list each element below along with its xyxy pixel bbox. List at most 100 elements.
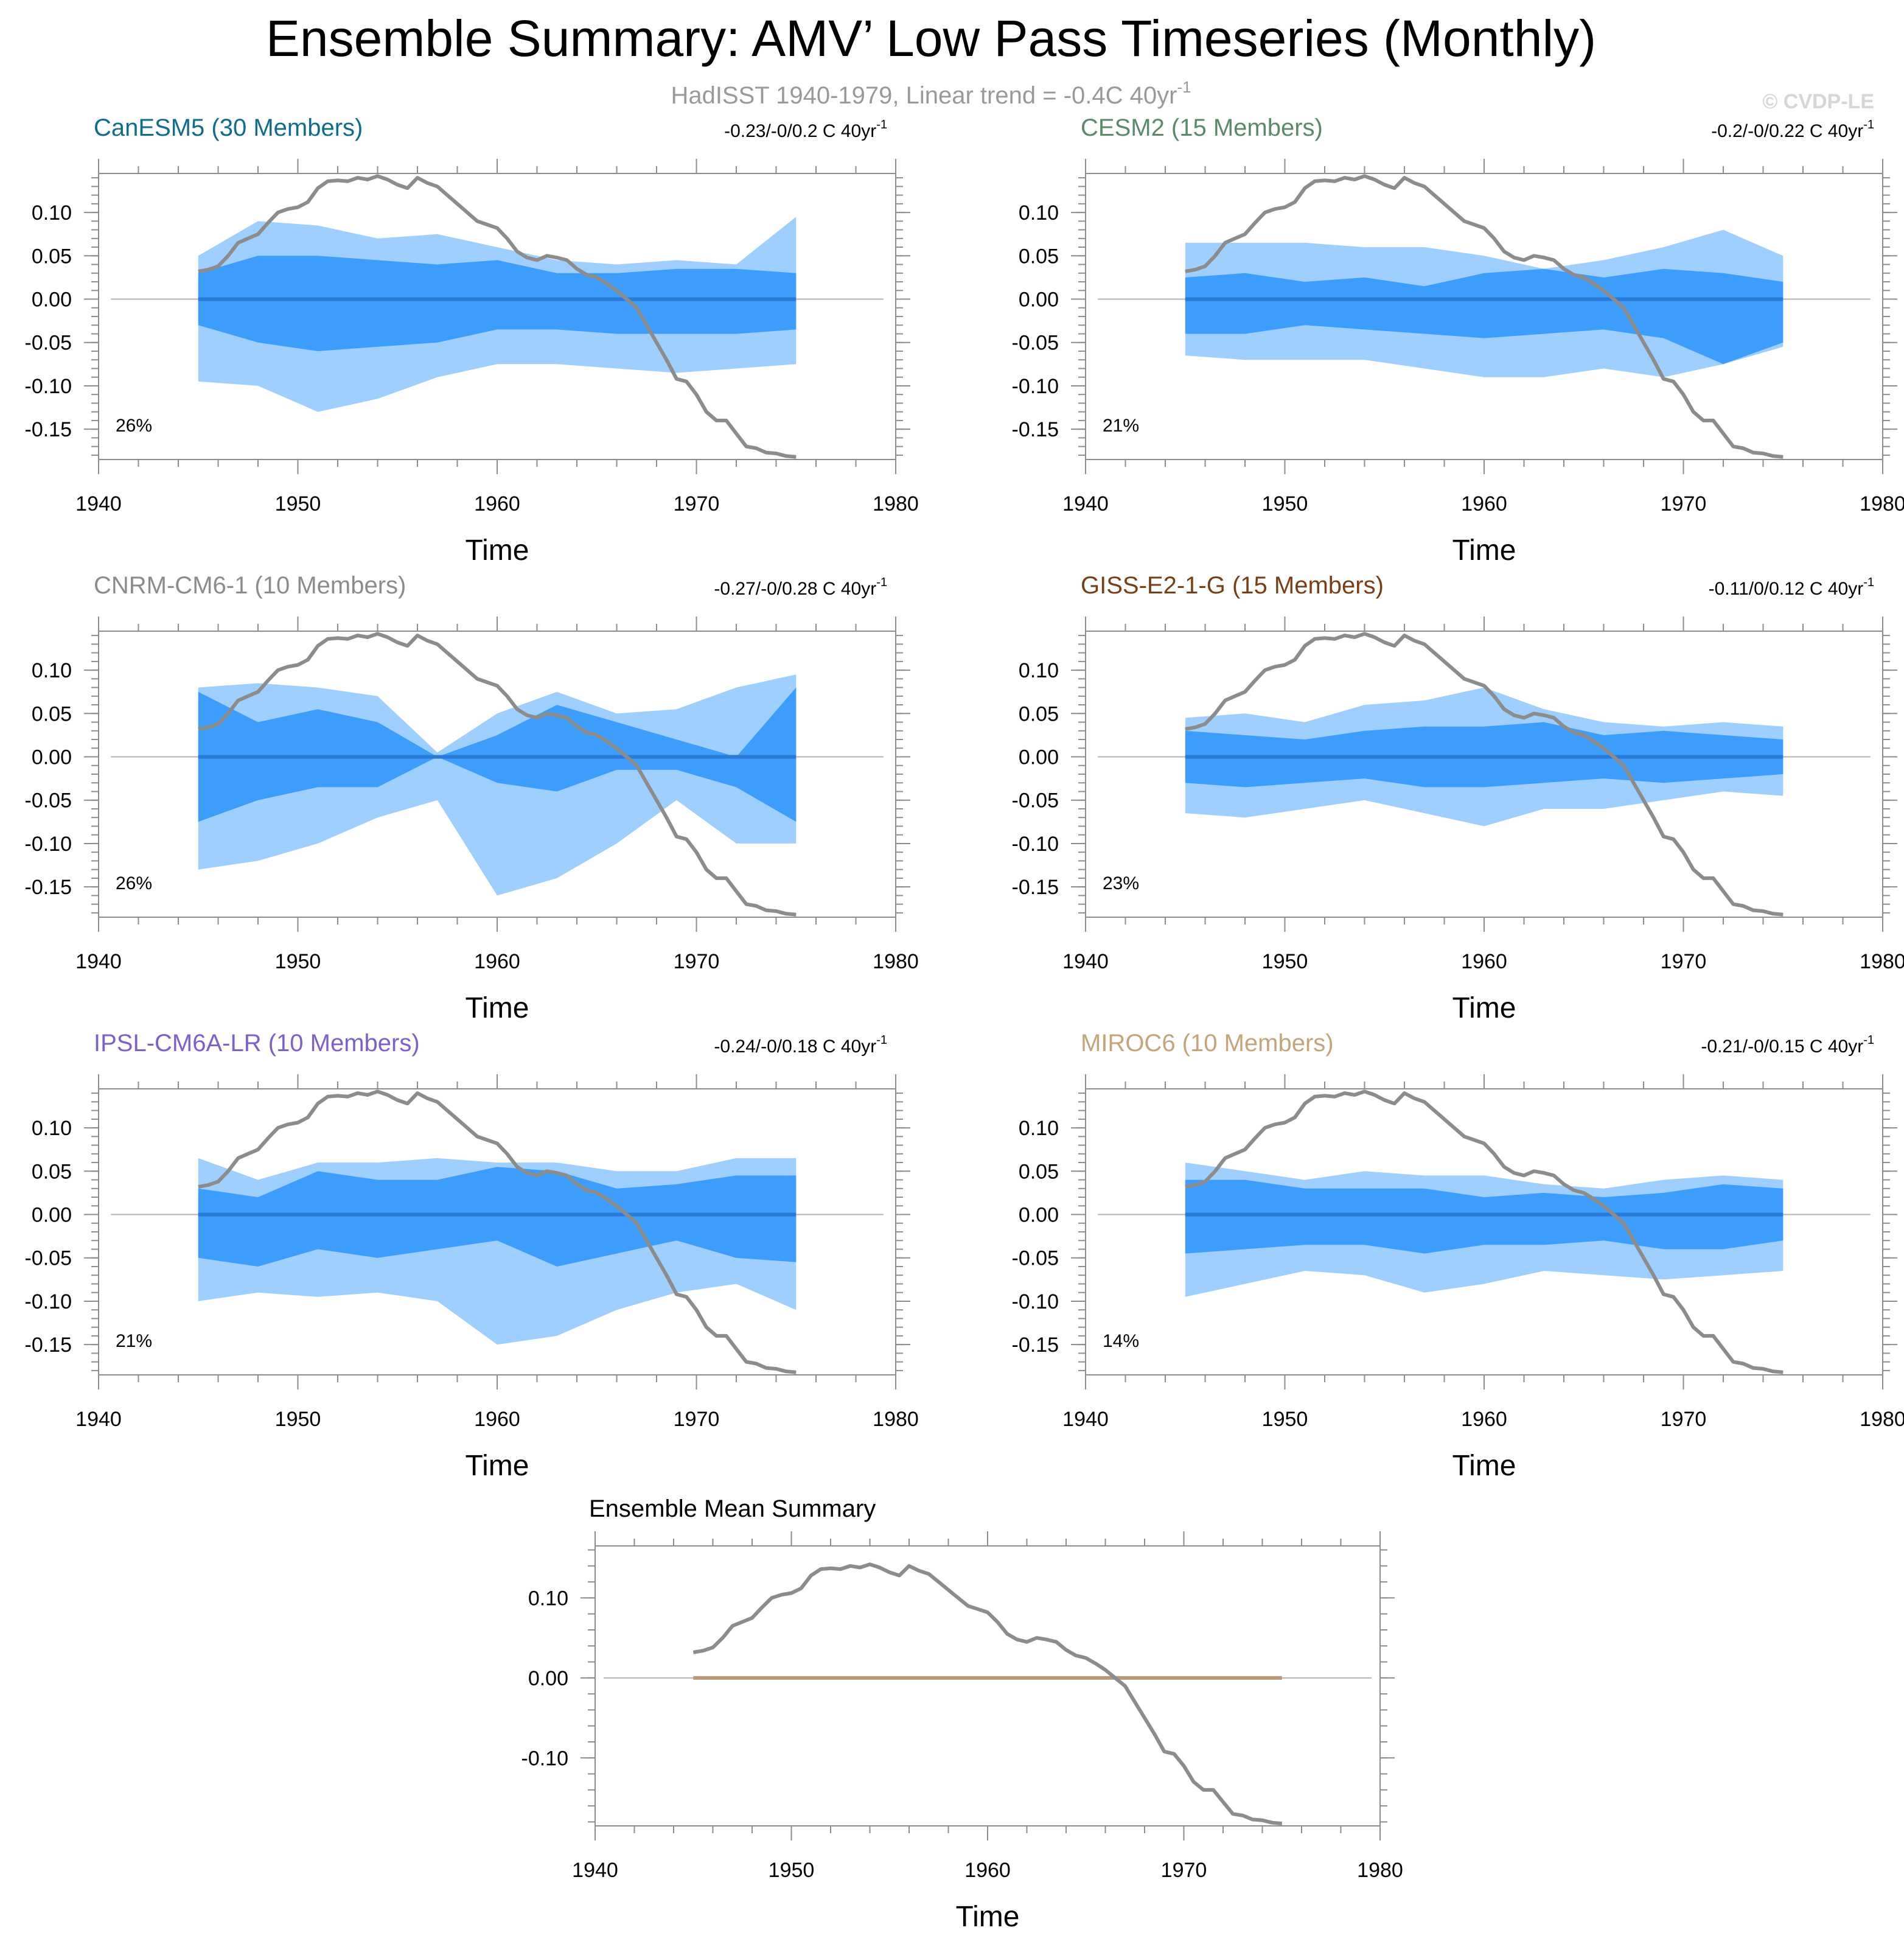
y-tick-label: 0.00 [1019,1204,1059,1227]
x-tick-label: 1950 [1262,950,1308,973]
y-tick-label: 0.10 [1019,659,1059,682]
trend-range-label: -0.24/-0/0.18 C 40yr-1 [714,1033,887,1057]
x-tick-label: 1970 [1661,1408,1707,1431]
x-tick-label: 1980 [873,492,919,516]
model-panel: IPSL-CM6A-LR (10 Members) -0.24/-0/0.18 C… [25,1030,919,1482]
x-tick-label: 1970 [674,492,720,516]
trend-range-label: -0.21/-0/0.15 C 40yr-1 [1701,1033,1874,1057]
model-panel: CanESM5 (30 Members)-0.23/-0/0.2 C 40yr-… [25,114,919,567]
x-tick-label: 1980 [1860,1408,1904,1431]
y-tick-label: 0.00 [32,288,72,312]
x-axis-label: Time [466,534,529,567]
y-tick-label: -0.05 [25,789,72,813]
trend-range-text: -0.23/-0/0.2 C 40yr [724,121,876,141]
y-tick-label: -0.10 [1012,375,1059,398]
y-tick-label: 0.05 [32,702,72,725]
y-tick-label: 0.05 [1019,245,1059,268]
y-tick-label: -0.10 [25,833,72,856]
y-tick-label: 0.10 [32,201,72,225]
x-axis-label: Time [1452,992,1516,1024]
y-tick-label: 0.05 [1019,702,1059,725]
model-title: CESM2 (15 Members) [1081,114,1323,141]
y-tick-label: -0.10 [25,1290,72,1313]
y-tick-label: -0.15 [1012,876,1059,899]
model-panel: CNRM-CM6-1 (10 Members) -0.27/-0/0.28 C 4… [25,572,919,1024]
x-tick-label: 1960 [964,1859,1011,1882]
y-tick-label: 0.05 [32,245,72,268]
watermark: © CVDP-LE [1762,90,1874,113]
y-tick-label: 0.10 [1019,201,1059,225]
subtitle-superscript: -1 [1177,78,1191,96]
model-panel: CESM2 (15 Members)-0.2/-0/0.22 C 40yr-12… [1012,114,1904,567]
model-title: IPSL-CM6A-LR (10 Members) [94,1030,420,1057]
trend-range-text: -0.24/-0/0.18 C 40yr [714,1036,876,1057]
x-tick-label: 1970 [1661,492,1707,516]
x-tick-label: 1940 [75,1408,122,1431]
x-tick-label: 1980 [1860,492,1904,516]
x-tick-label: 1960 [1461,1408,1507,1431]
y-tick-label: -0.15 [25,1334,72,1357]
model-title: CNRM-CM6-1 (10 Members) [94,572,406,599]
x-tick-label: 1960 [474,492,520,516]
x-axis-label: Time [1452,1450,1516,1482]
x-tick-label: 1960 [474,1408,520,1431]
y-tick-label: -0.05 [1012,1247,1059,1270]
x-tick-label: 1940 [1062,950,1109,973]
x-tick-label: 1980 [873,950,919,973]
y-tick-label: -0.10 [1012,833,1059,856]
subtitle-text: HadISST 1940-1979, Linear trend = -0.4C … [671,82,1177,109]
model-title: CanESM5 (30 Members) [94,114,363,141]
x-tick-label: 1960 [474,950,520,973]
y-tick-label: 0.00 [1019,288,1059,312]
x-axis-label: Time [466,1450,529,1482]
percent-label: 23% [1103,873,1139,893]
y-tick-label: -0.05 [25,1247,72,1270]
y-tick-label: -0.15 [1012,1334,1059,1357]
x-tick-label: 1950 [1262,1408,1308,1431]
x-tick-label: 1960 [1461,950,1507,973]
y-tick-label: 0.00 [32,746,72,769]
y-tick-label: -0.05 [1012,332,1059,355]
percent-label: 26% [116,873,152,893]
trend-range-text: -0.11/0/0.12 C 40yr [1709,579,1864,599]
y-tick-label: 0.10 [32,659,72,682]
x-axis-label: Time [466,992,529,1024]
ensemble-mean-title: Ensemble Mean Summary [589,1495,876,1522]
x-tick-label: 1950 [275,1408,321,1431]
x-tick-label: 1980 [1860,950,1904,973]
y-tick-label: -0.15 [25,876,72,899]
x-tick-label: 1970 [1161,1859,1207,1882]
observed-amv-line [693,1564,1282,1823]
x-tick-label: 1980 [1357,1859,1403,1882]
x-tick-label: 1970 [1661,950,1707,973]
trend-range-superscript: -1 [876,1033,887,1047]
y-tick-label: -0.05 [1012,789,1059,813]
x-tick-label: 1940 [75,492,122,516]
x-axis-label: Time [1452,534,1516,567]
x-tick-label: 1970 [674,1408,720,1431]
figure-title: Ensemble Summary: AMV’ Low Pass Timeseri… [266,10,1596,67]
y-tick-label: -0.10 [25,375,72,398]
trend-range-label: -0.23/-0/0.2 C 40yr-1 [724,118,887,141]
y-tick-label: -0.05 [25,332,72,355]
x-tick-label: 1940 [75,950,122,973]
percent-label: 14% [1103,1331,1139,1351]
x-tick-label: 1960 [1461,492,1507,516]
y-tick-label: 0.00 [32,1204,72,1227]
y-tick-label: -0.15 [1012,418,1059,441]
x-tick-label: 1950 [769,1859,815,1882]
x-tick-label: 1980 [873,1408,919,1431]
y-tick-label: -0.10 [521,1747,569,1770]
trend-range-superscript: -1 [1863,576,1874,589]
y-tick-label: 0.00 [1019,746,1059,769]
x-tick-label: 1970 [674,950,720,973]
x-tick-label: 1950 [275,492,321,516]
percent-label: 21% [1103,416,1139,436]
trend-range-text: -0.2/-0/0.22 C 40yr [1711,121,1863,141]
figure-subtitle: HadISST 1940-1979, Linear trend = -0.4C … [671,78,1191,109]
trend-range-label: -0.11/0/0.12 C 40yr-1 [1709,576,1874,599]
y-tick-label: 0.10 [32,1117,72,1140]
trend-range-text: -0.27/-0/0.28 C 40yr [714,579,876,599]
x-axis-label: Time [956,1901,1020,1933]
